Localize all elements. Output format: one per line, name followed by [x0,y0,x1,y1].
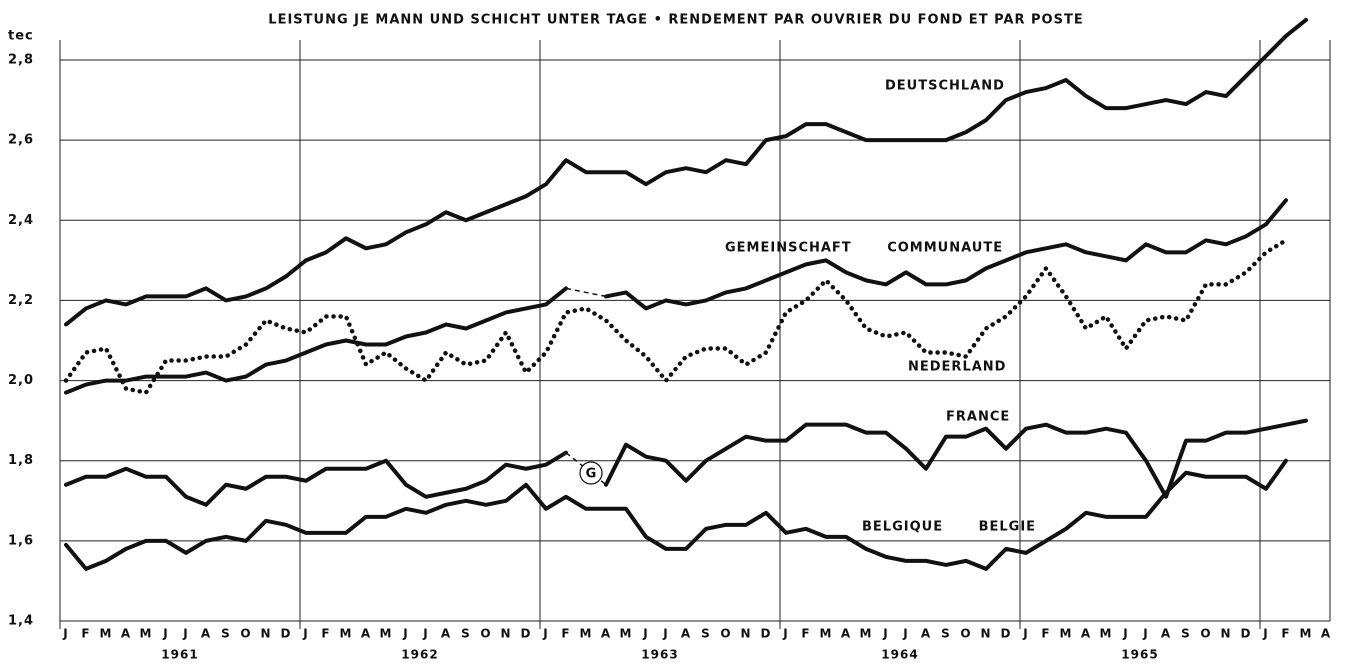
x-tick-label: F [1281,627,1290,641]
x-tick-label: S [221,627,231,641]
chart-title: LEISTUNG JE MANN UND SCHICHT UNTER TAGE … [268,13,1083,28]
year-label: 1962 [401,648,438,662]
x-tick-label: J [782,627,788,641]
x-tick-label: A [201,627,211,641]
x-tick-label: M [820,627,833,641]
annotation: G [586,467,597,482]
series-label: NEDERLAND [908,360,1006,375]
year-label: 1963 [641,648,678,662]
x-tick-label: N [980,627,991,641]
x-tick-label: J [302,627,308,641]
x-tick-label: A [681,627,691,641]
series-line [63,238,1289,395]
x-tick-label: M [620,627,633,641]
series-line [64,17,1308,327]
year-label: 1964 [881,648,918,662]
x-tick-label: O [960,627,971,641]
x-tick-label: N [740,627,751,641]
x-tick-label: J [402,627,408,641]
x-tick-label: O [240,627,251,641]
y-tick-label: 1,8 [8,453,34,468]
x-tick-label: D [1241,627,1252,641]
x-tick-label: J [182,627,188,641]
y-tick-label: 1,4 [8,614,34,629]
x-tick-label: D [761,627,772,641]
x-tick-label: A [1321,627,1331,641]
x-tick-label: N [1220,627,1231,641]
x-tick-label: J [662,627,668,641]
x-tick-label: J [62,627,68,641]
x-tick-label: D [281,627,292,641]
x-tick-label: F [81,627,90,641]
x-tick-label: O [720,627,731,641]
x-tick-label: J [642,627,648,641]
x-tick-label: S [701,627,711,641]
series-label: GEMEINSCHAFT COMMUNAUTE [725,241,1003,256]
x-tick-label: N [500,627,511,641]
x-tick-label: F [561,627,570,641]
series-label: BELGIQUE BELGIE [862,520,1036,535]
x-tick-label: A [1161,627,1171,641]
x-tick-label: M [580,627,593,641]
x-tick-label: M [1060,627,1073,641]
series-line [64,198,1288,395]
series-label: FRANCE [946,410,1010,425]
series-label: DEUTSCHLAND [885,79,1005,94]
year-label: 1961 [161,648,198,662]
y-tick-label: 2,0 [8,373,34,388]
x-tick-label: S [1181,627,1191,641]
x-tick-label: J [162,627,168,641]
x-tick-label: J [1262,627,1268,641]
x-tick-label: D [521,627,532,641]
x-tick-label: A [1081,627,1091,641]
x-tick-label: A [441,627,451,641]
annotation-circle [579,461,603,485]
x-tick-label: J [1142,627,1148,641]
x-tick-label: M [140,627,153,641]
y-tick-label: 2,6 [8,133,34,148]
x-tick-label: M [1100,627,1113,641]
x-tick-label: S [461,627,471,641]
x-tick-label: A [921,627,931,641]
x-tick-label: J [1022,627,1028,641]
x-tick-label: M [860,627,873,641]
gap-bridge [565,287,607,298]
x-tick-label: M [1300,627,1313,641]
y-tick-label: 2,2 [8,293,34,308]
series-line [64,418,1308,507]
x-tick-label: F [1041,627,1050,641]
x-tick-label: N [260,627,271,641]
x-tick-label: J [882,627,888,641]
x-tick-label: J [542,627,548,641]
y-axis-label: tec [8,29,34,44]
x-tick-label: J [902,627,908,641]
year-label: 1965 [1121,648,1158,662]
x-tick-label: M [100,627,113,641]
y-tick-label: 2,8 [8,53,34,68]
x-tick-label: M [340,627,353,641]
x-tick-label: S [941,627,951,641]
x-tick-label: F [321,627,330,641]
x-tick-label: O [1200,627,1211,641]
x-tick-label: A [361,627,371,641]
x-tick-label: O [480,627,491,641]
y-tick-label: 1,6 [8,533,34,548]
x-tick-label: M [380,627,393,641]
series-line [64,458,1288,571]
x-tick-label: J [422,627,428,641]
x-tick-label: A [121,627,131,641]
y-tick-label: 2,4 [8,213,34,228]
x-tick-label: D [1001,627,1012,641]
x-tick-label: A [601,627,611,641]
x-tick-label: A [841,627,851,641]
x-tick-label: F [801,627,810,641]
x-tick-label: J [1122,627,1128,641]
